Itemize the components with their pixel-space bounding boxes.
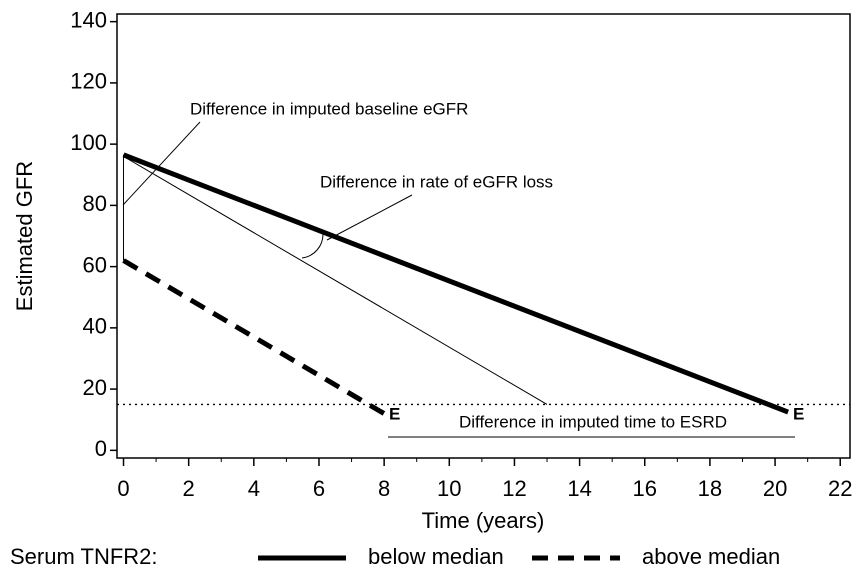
series-line	[122, 258, 386, 416]
x-tick-label: 0	[117, 476, 129, 501]
reference-line	[123, 155, 548, 405]
plot-frame	[116, 13, 851, 459]
connector	[122, 121, 201, 206]
y-tick-label: 20	[83, 375, 107, 400]
x-tick-label: 12	[502, 476, 526, 501]
y-tick-label: 40	[83, 314, 107, 339]
connector	[326, 194, 413, 241]
x-tick-label: 10	[437, 476, 461, 501]
y-axis-label: Estimated GFR	[12, 161, 37, 311]
x-tick-label: 22	[828, 476, 852, 501]
y-tick-label: 100	[70, 130, 107, 155]
y-tick-label: 0	[95, 436, 107, 461]
y-tick-label: 120	[70, 69, 107, 94]
annotation: Difference in imputed time to ESRD	[459, 412, 727, 431]
x-tick-label: 16	[633, 476, 657, 501]
y-tick-label: 80	[83, 191, 107, 216]
end-marker: E	[389, 404, 400, 423]
y-tick-label: 140	[70, 7, 107, 32]
x-tick-label: 8	[378, 476, 390, 501]
series-line	[122, 152, 790, 415]
legend-label: below median	[368, 544, 504, 569]
legend-title: Serum TNFR2:	[10, 544, 158, 569]
angle-arc	[301, 233, 324, 259]
x-tick-label: 6	[313, 476, 325, 501]
x-tick-label: 4	[248, 476, 260, 501]
x-tick-label: 14	[567, 476, 591, 501]
end-marker: E	[793, 404, 804, 423]
annotation: Difference in rate of eGFR loss	[320, 172, 553, 191]
x-tick-label: 2	[183, 476, 195, 501]
y-tick-label: 60	[83, 252, 107, 277]
annotation: Difference in imputed baseline eGFR	[190, 99, 468, 118]
x-tick-label: 20	[763, 476, 787, 501]
x-tick-label: 18	[698, 476, 722, 501]
x-axis-label: Time (years)	[422, 508, 545, 533]
legend-label: above median	[642, 544, 780, 569]
